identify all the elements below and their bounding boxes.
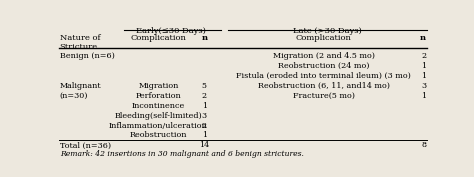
Text: Fistula (eroded into terminal ileum) (3 mo): Fistula (eroded into terminal ileum) (3 … bbox=[237, 72, 411, 80]
Text: Inflammation/ulceration: Inflammation/ulceration bbox=[109, 122, 208, 130]
Text: 2: 2 bbox=[421, 52, 426, 60]
Text: Fracture(5 mo): Fracture(5 mo) bbox=[293, 92, 355, 100]
Text: 1: 1 bbox=[202, 102, 207, 110]
Text: Total (n=36): Total (n=36) bbox=[60, 141, 111, 149]
Text: Complication: Complication bbox=[130, 34, 186, 42]
Text: 3: 3 bbox=[421, 82, 426, 90]
Text: Malignant: Malignant bbox=[60, 82, 101, 90]
Text: 2: 2 bbox=[202, 122, 207, 130]
Text: Nature of
Stricture: Nature of Stricture bbox=[60, 34, 100, 51]
Text: 3: 3 bbox=[202, 112, 207, 120]
Text: 5: 5 bbox=[202, 82, 207, 90]
Text: Reobstruction: Reobstruction bbox=[130, 132, 187, 139]
Text: Bleeding(self-limited): Bleeding(self-limited) bbox=[115, 112, 202, 120]
Text: (n=30): (n=30) bbox=[60, 92, 88, 100]
Text: Early(≤30 Days): Early(≤30 Days) bbox=[137, 27, 206, 35]
Text: Reobstruction (24 mo): Reobstruction (24 mo) bbox=[278, 62, 370, 70]
Text: n: n bbox=[420, 34, 426, 42]
Text: Complication: Complication bbox=[296, 34, 352, 42]
Text: Migration: Migration bbox=[138, 82, 179, 90]
Text: Incontinence: Incontinence bbox=[132, 102, 185, 110]
Text: Perforation: Perforation bbox=[136, 92, 182, 100]
Text: 1: 1 bbox=[421, 92, 426, 100]
Text: 2: 2 bbox=[202, 92, 207, 100]
Text: Reobstruction (6, 11, and14 mo): Reobstruction (6, 11, and14 mo) bbox=[258, 82, 390, 90]
Text: Remark: 42 insertions in 30 malignant and 6 benign strictures.: Remark: 42 insertions in 30 malignant an… bbox=[60, 150, 303, 158]
Text: 1: 1 bbox=[421, 72, 426, 80]
Text: 1: 1 bbox=[421, 62, 426, 70]
Text: Migration (2 and 4.5 mo): Migration (2 and 4.5 mo) bbox=[273, 52, 375, 60]
Text: Benign (n=6): Benign (n=6) bbox=[60, 52, 115, 60]
Text: 14: 14 bbox=[199, 141, 210, 149]
Text: Late (>30 Days): Late (>30 Days) bbox=[293, 27, 362, 35]
Text: n: n bbox=[201, 34, 208, 42]
Text: 8: 8 bbox=[421, 141, 426, 149]
Text: 1: 1 bbox=[202, 132, 207, 139]
